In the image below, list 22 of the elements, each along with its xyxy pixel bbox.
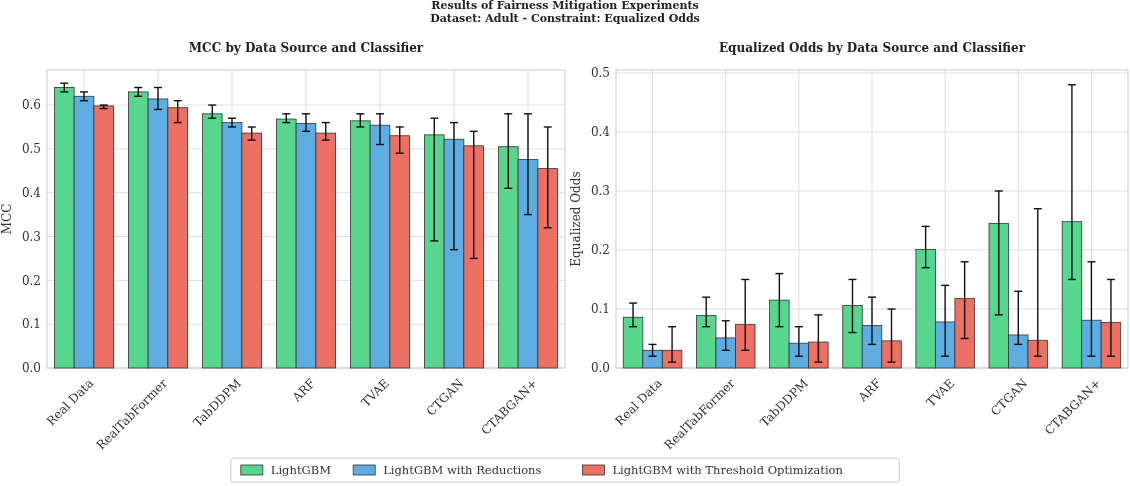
legend-label: LightGBM with Threshold Optimization: [612, 463, 844, 478]
y-tick-label: 0.1: [590, 302, 610, 317]
y-tick-label: 0.6: [21, 98, 41, 113]
text: Dataset: Adult - Constraint: Equalized Odds: [430, 12, 700, 25]
text: Results of Fairness Mitigation Experiments: [431, 0, 699, 12]
y-tick-label: 0.0: [21, 361, 41, 376]
legend-label: LightGBM: [270, 463, 332, 478]
y-tick-label: 0.2: [21, 273, 41, 288]
y-axis-title: Equalized Odds: [569, 171, 583, 267]
y-axis-title: MCC: [0, 203, 14, 235]
y-tick-label: 0.2: [590, 243, 610, 258]
legend-label: LightGBM with Reductions: [383, 463, 542, 478]
y-tick-label: 0.3: [21, 229, 41, 244]
y-tick-label: 0.0: [590, 361, 610, 376]
y-tick-label: 0.1: [21, 317, 41, 332]
y-tick-label: 0.5: [21, 142, 41, 157]
y-tick-label: 0.3: [590, 184, 610, 199]
chart-title: MCC by Data Source and Classifier: [188, 41, 424, 55]
y-tick-label: 0.4: [21, 185, 42, 200]
chart-title: Equalized Odds by Data Source and Classifier: [718, 41, 1026, 55]
y-tick-label: 0.5: [590, 66, 610, 81]
y-tick-label: 0.4: [590, 125, 611, 140]
